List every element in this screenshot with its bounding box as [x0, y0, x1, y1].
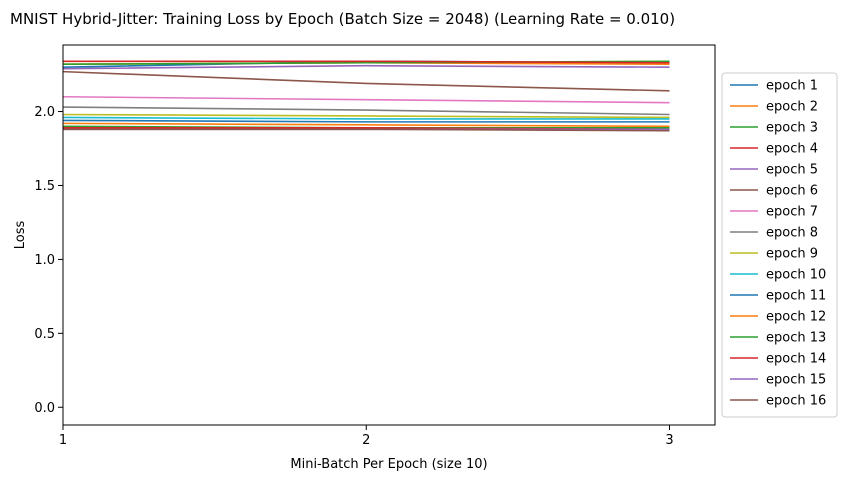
series-line-epoch-5: [62, 64, 670, 70]
legend-label: epoch 13: [766, 331, 826, 346]
y-tick-label: 0.0: [34, 401, 55, 416]
legend-label: epoch 14: [766, 352, 826, 367]
x-tick-label: 3: [665, 433, 673, 448]
series-line-epoch-6: [62, 70, 670, 92]
series-line-epoch-16: [63, 128, 670, 132]
legend-label: epoch 4: [766, 142, 818, 157]
legend-label: epoch 3: [766, 121, 818, 136]
legend-box: [721, 72, 838, 418]
legend-label: epoch 8: [766, 226, 818, 241]
legend-label: epoch 11: [766, 289, 826, 304]
series-line-epoch-8: [62, 106, 670, 116]
x-tick-label: 2: [362, 433, 370, 448]
legend-label: epoch 16: [766, 394, 826, 409]
y-tick-label: 1.5: [34, 179, 55, 194]
series-line-epoch-7: [62, 95, 670, 104]
plot-frame: [62, 44, 716, 426]
series-line-epoch-10: [62, 116, 670, 120]
series-line-epoch-9: [62, 113, 670, 119]
y-tick-label: 1.0: [34, 253, 55, 268]
y-tick-label: 0.5: [34, 327, 55, 342]
y-axis: 0.0 0.5 1.0 1.5 2.0: [34, 105, 63, 416]
legend-label: epoch 15: [766, 373, 826, 388]
series-line-epoch-12: [62, 122, 670, 128]
series-line-epoch-11: [62, 119, 670, 123]
legend-label: epoch 12: [766, 310, 826, 325]
legend-label: epoch 5: [766, 163, 818, 178]
series-line-epoch-4: [63, 60, 670, 64]
legend-label: epoch 2: [766, 100, 818, 115]
legend: epoch 1 epoch 2 epoch 3 epoch 4 epoch 5 epoch…: [721, 72, 838, 418]
chart-title: MNIST Hybrid-Jitter: Training Loss by Ep…: [10, 10, 675, 28]
y-axis-label: Loss: [13, 221, 28, 250]
legend-label: epoch 7: [766, 205, 818, 220]
series-layer: [62, 60, 670, 132]
y-tick-label: 2.0: [34, 105, 55, 120]
x-tick-label: 1: [59, 433, 67, 448]
legend-label: epoch 9: [766, 247, 818, 262]
legend-label: epoch 10: [766, 268, 826, 283]
x-axis: 1 2 3: [59, 425, 674, 448]
legend-label: epoch 6: [766, 184, 818, 199]
legend-label: epoch 1: [766, 79, 818, 94]
x-axis-label: Mini-Batch Per Epoch (size 10): [290, 457, 487, 472]
